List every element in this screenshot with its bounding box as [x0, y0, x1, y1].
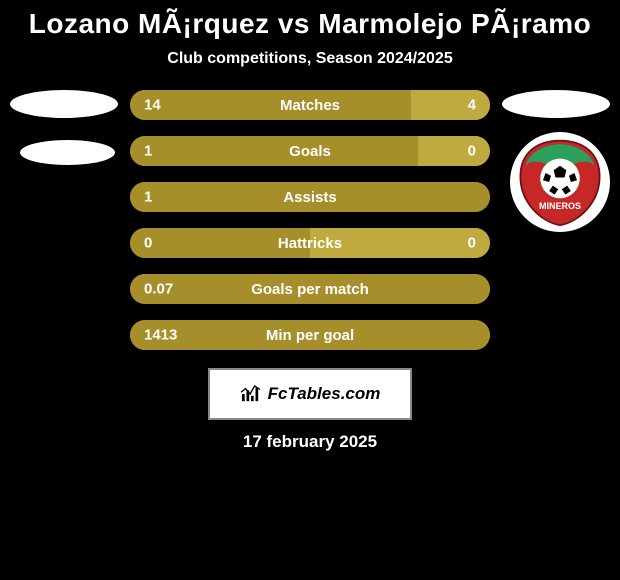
subtitle: Club competitions, Season 2024/2025 [10, 50, 610, 68]
stat-row: 1 0 Goals [130, 136, 490, 166]
stat-label: Goals per match [251, 281, 369, 298]
stat-value-right: 0 [468, 143, 476, 160]
player2-club-badge: MINEROS [510, 132, 610, 232]
stat-value-left: 14 [144, 97, 161, 114]
stat-bar-left [130, 90, 411, 120]
stat-row: 0.07 Goals per match [130, 274, 490, 304]
stat-value-right: 4 [468, 97, 476, 114]
date-label: 17 february 2025 [10, 432, 610, 452]
stats-bars: 14 4 Matches 1 0 Goals 1 Assists 0 0 Hattricks 0.07… [130, 90, 490, 350]
stat-value-left: 1 [144, 143, 152, 160]
stat-bar-left [130, 136, 418, 166]
stat-value-left: 1413 [144, 327, 177, 344]
stat-row: 14 4 Matches [130, 90, 490, 120]
page-title: Lozano MÃ¡rquez vs Marmolejo PÃ¡ramo [10, 8, 610, 40]
stat-value-left: 0.07 [144, 281, 173, 298]
mineros-club-logo-icon: MINEROS [515, 137, 605, 227]
stat-row: 1 Assists [130, 182, 490, 212]
brand-box[interactable]: FcTables.com [210, 370, 410, 418]
player2-badge-ellipse [502, 90, 610, 118]
stat-value-left: 1 [144, 189, 152, 206]
fctables-chart-icon [240, 385, 262, 403]
player1-badge-ellipse-bottom [20, 140, 115, 165]
player1-badge-ellipse-top [10, 90, 118, 118]
stat-label: Min per goal [266, 327, 354, 344]
svg-text:MINEROS: MINEROS [539, 201, 581, 211]
content: MINEROS 14 4 Matches 1 0 Goals 1 Assists 0 0 Hattr… [0, 90, 620, 452]
stat-bar-right [411, 90, 490, 120]
stat-row: 1413 Min per goal [130, 320, 490, 350]
stat-value-left: 0 [144, 235, 152, 252]
stat-label: Matches [280, 97, 340, 114]
stat-label: Assists [283, 189, 336, 206]
stat-row: 0 0 Hattricks [130, 228, 490, 258]
stat-label: Hattricks [278, 235, 342, 252]
stat-label: Goals [289, 143, 331, 160]
stat-value-right: 0 [468, 235, 476, 252]
brand-text: FcTables.com [268, 384, 381, 404]
stat-bar-right [418, 136, 490, 166]
header: Lozano MÃ¡rquez vs Marmolejo PÃ¡ramo Clu… [0, 0, 620, 72]
